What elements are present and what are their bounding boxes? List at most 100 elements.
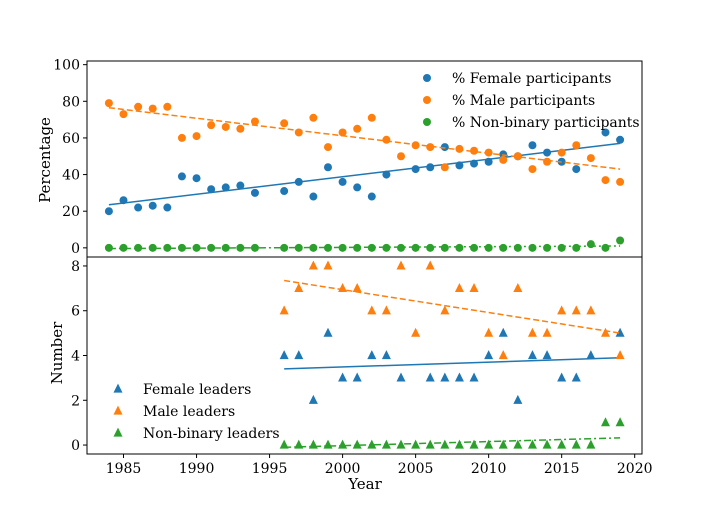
data-point (615, 350, 625, 360)
data-point (440, 439, 450, 449)
x-tick-label: 2020 (617, 461, 653, 477)
data-point (484, 243, 493, 252)
data-point (542, 350, 552, 360)
data-point (542, 327, 552, 337)
legend-marker (113, 383, 123, 393)
x-axis-label: Year (347, 475, 382, 493)
data-point (557, 439, 567, 449)
data-point (484, 327, 494, 337)
data-point (484, 439, 494, 449)
data-point (294, 243, 303, 252)
data-point (498, 327, 508, 337)
data-point (279, 439, 289, 449)
data-point (353, 124, 362, 133)
data-point (382, 170, 391, 179)
data-point (338, 243, 347, 252)
data-point (426, 143, 435, 152)
data-point (353, 243, 362, 252)
data-point (177, 133, 186, 142)
data-point (338, 128, 347, 137)
data-point (527, 327, 537, 337)
data-point (601, 176, 610, 185)
data-point (323, 163, 332, 172)
data-point (192, 174, 201, 183)
trend-line (108, 245, 621, 250)
data-point (119, 110, 128, 119)
data-point (323, 143, 332, 152)
data-point (513, 394, 523, 404)
x-tick-label: 2000 (325, 461, 361, 477)
y-tick-label: 60 (62, 131, 80, 147)
data-point (542, 439, 552, 449)
x-tick-label: 2010 (471, 461, 507, 477)
y-tick-label: 100 (53, 58, 80, 74)
data-point (572, 165, 581, 174)
series-male-leaders (279, 260, 625, 360)
data-point (250, 117, 259, 126)
data-point (600, 327, 610, 337)
data-point (119, 243, 128, 252)
x-tick-label: 2015 (544, 461, 580, 477)
data-point (163, 203, 172, 212)
data-point (586, 305, 596, 315)
data-point (148, 243, 157, 252)
data-point (367, 113, 376, 122)
data-point (279, 350, 289, 360)
data-point (557, 148, 566, 157)
data-point (440, 163, 449, 172)
data-point (411, 243, 420, 252)
data-point (484, 350, 494, 360)
data-point (338, 439, 348, 449)
top-y-axis-label: Percentage (36, 117, 54, 203)
data-point (323, 260, 333, 270)
data-point (527, 350, 537, 360)
data-point (352, 372, 362, 382)
data-point (308, 394, 318, 404)
legend-item: Male leaders (113, 404, 235, 420)
data-point (616, 236, 625, 245)
legend-label: Non-binary leaders (143, 426, 280, 442)
y-tick-label: 80 (62, 94, 80, 110)
trend-line (284, 437, 621, 449)
data-point (397, 152, 406, 161)
data-point (425, 439, 435, 449)
data-point (134, 203, 143, 212)
data-point (367, 439, 377, 449)
data-point (192, 132, 201, 141)
data-point (382, 135, 391, 144)
data-point (455, 243, 464, 252)
data-point (528, 165, 537, 174)
data-point (381, 305, 391, 315)
data-point (454, 282, 464, 292)
data-point (323, 327, 333, 337)
data-point (527, 439, 537, 449)
legend-item: % Non-binary participants (423, 115, 640, 131)
data-point (600, 417, 610, 427)
data-point (543, 157, 552, 166)
data-point (104, 207, 113, 216)
data-point (499, 155, 508, 164)
data-point (616, 177, 625, 186)
series-non-binary-leaders (279, 417, 625, 449)
y-tick-label: 4 (71, 349, 80, 365)
data-point (134, 243, 143, 252)
x-tick-label: 1985 (106, 461, 142, 477)
data-point (294, 128, 303, 137)
legend: % Female participants % Male participants… (423, 71, 640, 131)
data-point (294, 350, 304, 360)
data-point (250, 188, 259, 197)
data-point (586, 154, 595, 163)
data-point (382, 243, 391, 252)
data-point (236, 181, 245, 190)
x-tick-label: 1990 (179, 461, 215, 477)
data-point (440, 305, 450, 315)
data-point (513, 152, 522, 161)
y-tick-label: 8 (71, 259, 80, 275)
data-point (469, 372, 479, 382)
data-point (397, 243, 406, 252)
data-point (279, 305, 289, 315)
trend-line (108, 106, 621, 170)
data-point (308, 260, 318, 270)
data-point (367, 305, 377, 315)
data-point (177, 172, 186, 181)
